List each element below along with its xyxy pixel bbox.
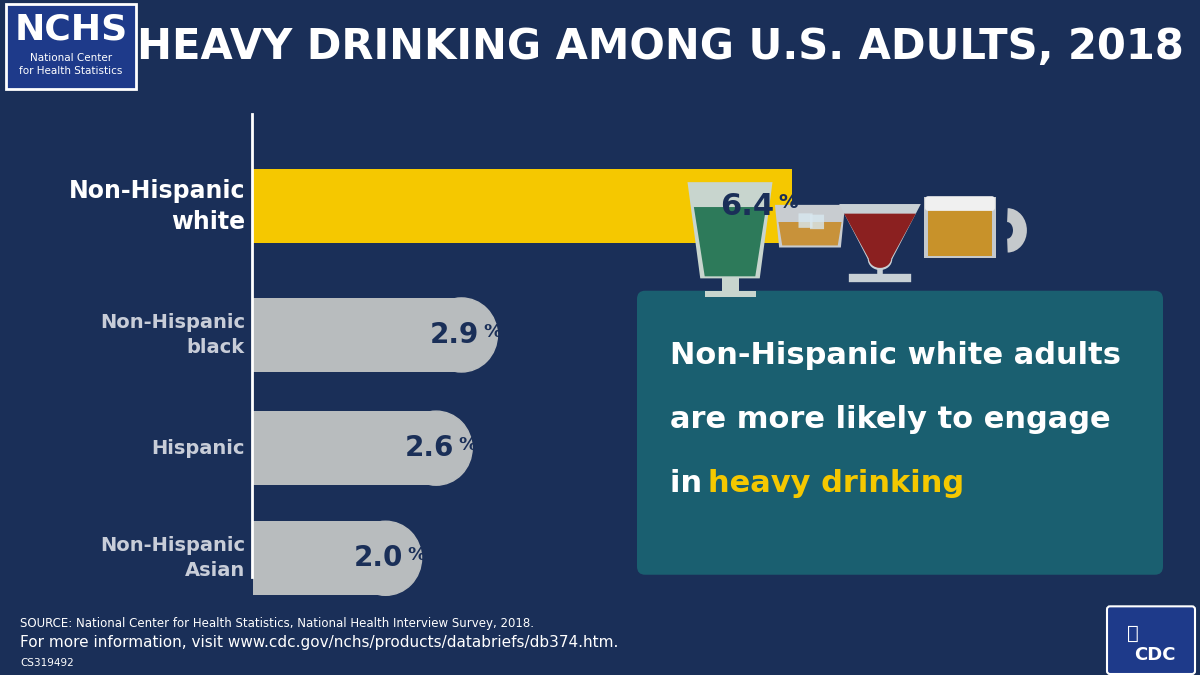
- FancyBboxPatch shape: [253, 521, 385, 595]
- FancyBboxPatch shape: [810, 215, 824, 229]
- Circle shape: [426, 298, 498, 372]
- Polygon shape: [775, 205, 845, 248]
- Text: HEAVY DRINKING AMONG U.S. ADULTS, 2018: HEAVY DRINKING AMONG U.S. ADULTS, 2018: [137, 26, 1183, 68]
- Text: CDC: CDC: [1134, 646, 1176, 664]
- Text: %: %: [408, 546, 426, 564]
- FancyBboxPatch shape: [253, 411, 436, 485]
- Ellipse shape: [869, 248, 892, 268]
- Text: %: %: [458, 436, 476, 454]
- FancyBboxPatch shape: [928, 206, 992, 256]
- Polygon shape: [844, 214, 916, 259]
- Text: Non-Hispanic
black: Non-Hispanic black: [100, 313, 245, 357]
- Text: 🦅: 🦅: [1127, 624, 1139, 643]
- FancyBboxPatch shape: [925, 196, 995, 211]
- FancyBboxPatch shape: [0, 597, 1200, 610]
- Text: 2.6: 2.6: [404, 434, 454, 462]
- Circle shape: [400, 411, 472, 485]
- Text: %: %: [484, 323, 502, 341]
- Text: 6.4: 6.4: [720, 192, 774, 221]
- FancyBboxPatch shape: [798, 213, 812, 228]
- FancyBboxPatch shape: [924, 197, 996, 258]
- FancyBboxPatch shape: [6, 4, 136, 89]
- Text: in: in: [670, 468, 713, 497]
- Text: Non-Hispanic
white: Non-Hispanic white: [68, 179, 245, 234]
- FancyBboxPatch shape: [721, 278, 738, 292]
- Text: Non-Hispanic
Asian: Non-Hispanic Asian: [100, 536, 245, 580]
- Polygon shape: [694, 207, 766, 276]
- Text: heavy drinking: heavy drinking: [708, 468, 964, 497]
- FancyBboxPatch shape: [253, 298, 462, 372]
- Text: National Center
for Health Statistics: National Center for Health Statistics: [19, 53, 122, 76]
- Text: 2.9: 2.9: [430, 321, 480, 349]
- Text: CS319492: CS319492: [20, 658, 73, 668]
- FancyBboxPatch shape: [637, 291, 1163, 574]
- Text: Non-Hispanic white adults: Non-Hispanic white adults: [670, 341, 1121, 370]
- FancyBboxPatch shape: [704, 292, 756, 297]
- Ellipse shape: [868, 248, 893, 270]
- Polygon shape: [779, 222, 841, 246]
- Polygon shape: [688, 182, 773, 278]
- FancyBboxPatch shape: [1108, 606, 1195, 674]
- Text: %: %: [779, 193, 798, 212]
- Text: are more likely to engage: are more likely to engage: [670, 405, 1111, 434]
- Polygon shape: [839, 204, 920, 259]
- FancyBboxPatch shape: [253, 169, 792, 244]
- Text: 2.0: 2.0: [354, 544, 403, 572]
- Text: NCHS: NCHS: [14, 13, 127, 47]
- Text: Hispanic: Hispanic: [151, 439, 245, 458]
- Circle shape: [349, 521, 421, 595]
- Text: For more information, visit www.cdc.gov/nchs/products/databriefs/db374.htm.: For more information, visit www.cdc.gov/…: [20, 634, 618, 649]
- Text: SOURCE: National Center for Health Statistics, National Health Interview Survey,: SOURCE: National Center for Health Stati…: [20, 617, 534, 630]
